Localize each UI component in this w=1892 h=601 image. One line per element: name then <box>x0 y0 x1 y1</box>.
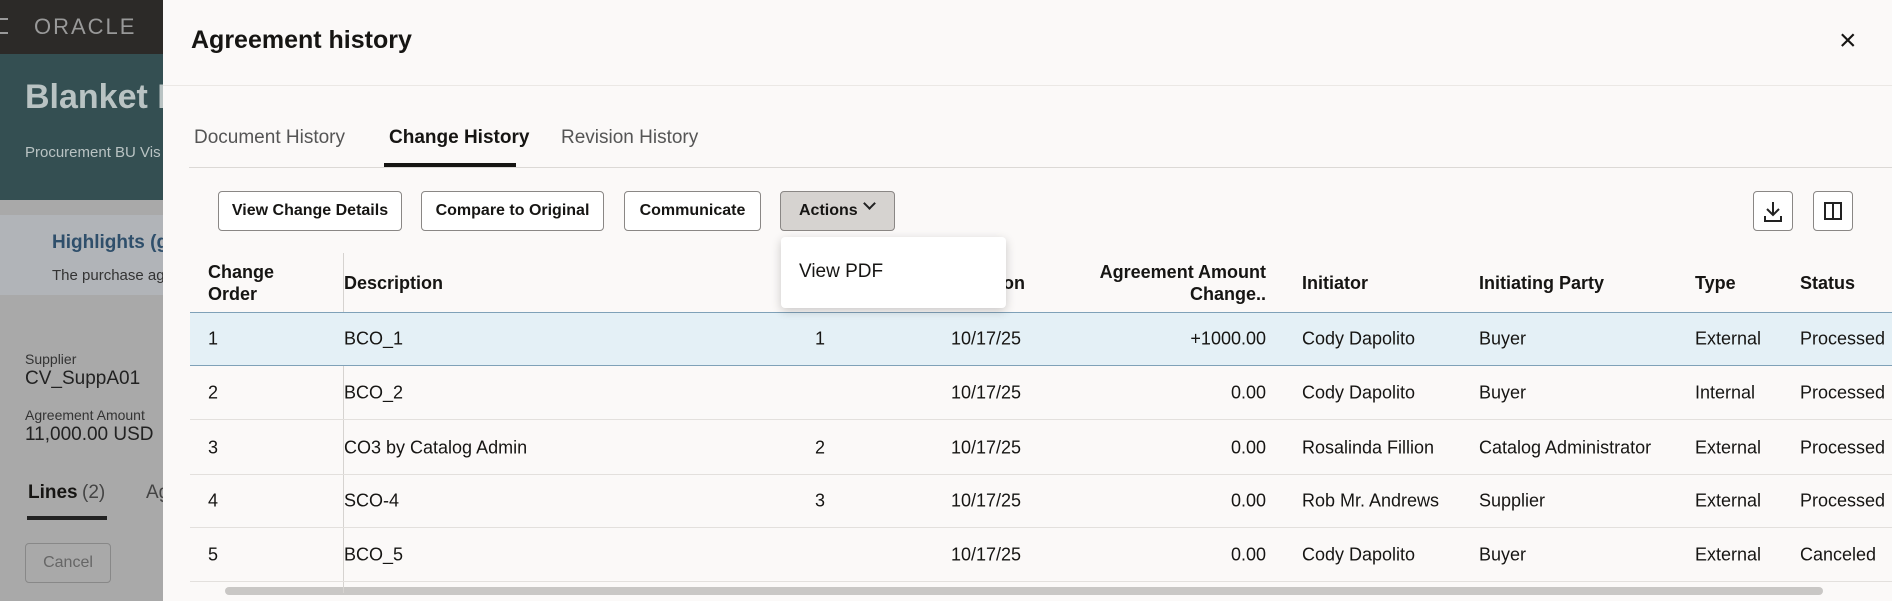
banner <box>0 54 163 200</box>
button[interactable]: View Change Details <box>218 191 402 231</box>
tab-divider <box>189 167 1892 168</box>
highlights <box>0 215 163 295</box>
cell: 10/17/25 <box>951 544 1022 565</box>
business-unit: Procurement BU Vis <box>25 144 161 161</box>
row[interactable] <box>190 421 1892 475</box>
close-button[interactable]: × <box>1839 24 1857 57</box>
cell: 10/17/25 <box>951 437 1022 458</box>
menu-icon <box>0 18 8 34</box>
row[interactable] <box>190 366 1892 420</box>
cell: BCO_5 <box>344 544 404 565</box>
selected-row[interactable] <box>190 312 1892 366</box>
download-icon <box>1764 202 1782 222</box>
column-header: Initiating Party <box>1479 273 1605 293</box>
cell: +1000.00 <box>1190 328 1266 349</box>
scrollbar <box>225 587 1823 595</box>
cell: 10/17/25 <box>951 490 1022 511</box>
cell: External <box>1695 437 1762 458</box>
cell: 0.00 <box>1230 382 1266 403</box>
column-header: Description <box>344 273 444 293</box>
cell: Buyer <box>1479 328 1527 349</box>
columns-button[interactable] <box>1813 191 1853 231</box>
tab-underline <box>27 516 107 520</box>
table-header-bg <box>190 253 1892 313</box>
cell: 0.00 <box>1230 544 1266 565</box>
highlights-text: The purchase ag <box>52 267 163 284</box>
cell: Rosalinda Fillion <box>1302 437 1435 458</box>
next-tab: Ag <box>146 482 163 503</box>
column-header: Agreement Amount Change.. <box>1099 262 1266 304</box>
row[interactable] <box>190 474 1892 528</box>
cell: 10/17/25 <box>951 382 1022 403</box>
cell: Canceled <box>1800 544 1877 565</box>
row[interactable] <box>190 528 1892 582</box>
cell: 3 <box>208 437 219 458</box>
highlights-title: Highlights (g <box>52 232 163 253</box>
dialog: Agreement history × Document History Chan… <box>163 0 1892 601</box>
cell: CO3 by Catalog Admin <box>344 437 528 458</box>
button[interactable]: Compare to Original <box>421 191 604 231</box>
cell: External <box>1695 328 1762 349</box>
supplier-label: Supplier <box>25 351 77 367</box>
cell: External <box>1695 490 1762 511</box>
cell: Cody Dapolito <box>1302 382 1416 403</box>
cell: 3 <box>814 490 825 511</box>
cell: 5 <box>208 544 219 565</box>
amount-value: 11,000.00 USD <box>25 424 154 445</box>
dropdown-menu <box>781 237 1006 308</box>
menu-item[interactable]: View PDF <box>799 261 884 282</box>
download-button[interactable] <box>1753 191 1793 231</box>
cell: Supplier <box>1479 490 1546 511</box>
amount-label: Agreement Amount <box>25 407 145 423</box>
chevron <box>863 197 876 210</box>
dialog-title: Agreement history <box>191 26 412 54</box>
cell: Cody Dapolito <box>1302 544 1416 565</box>
cell: 1 <box>814 328 825 349</box>
columns-icon <box>1824 202 1842 220</box>
cell: Processed <box>1800 437 1886 458</box>
tab[interactable]: Change History <box>389 127 530 148</box>
tab[interactable]: Document History <box>194 127 345 148</box>
background-page: ORACLE Blanket P Procurement BU Vis High… <box>0 0 163 601</box>
cell: BCO_2 <box>344 382 404 403</box>
column-divider <box>343 253 344 593</box>
cell: 0.00 <box>1230 490 1266 511</box>
supplier-value: CV_SuppA01 <box>25 368 141 389</box>
cell: 2 <box>814 437 825 458</box>
cell: Internal <box>1695 382 1756 403</box>
cancel-button: Cancel <box>25 543 111 583</box>
cell: Processed <box>1800 490 1886 511</box>
cell: Rob Mr. Andrews <box>1302 490 1440 511</box>
cell: Processed <box>1800 328 1886 349</box>
cell: External <box>1695 544 1762 565</box>
cell: 10/17/25 <box>951 328 1022 349</box>
page-title: Blanket P <box>25 78 163 116</box>
column-header: Status <box>1800 273 1856 293</box>
tab[interactable]: Revision History <box>561 127 699 148</box>
cell: 0.00 <box>1230 437 1266 458</box>
cell: Processed <box>1800 382 1886 403</box>
column-header: Initiator <box>1302 273 1368 293</box>
lines-tab: Lines <box>28 482 78 503</box>
cell: Catalog Administrator <box>1479 437 1652 458</box>
button[interactable]: Communicate <box>624 191 761 231</box>
lines-count: (2) <box>82 482 106 503</box>
cell: BCO_1 <box>344 328 404 349</box>
cell: 2 <box>208 382 219 403</box>
cell: Cody Dapolito <box>1302 328 1416 349</box>
cell: 4 <box>208 490 219 511</box>
column-header: Change Order <box>208 262 275 304</box>
brand: ORACLE <box>34 14 137 39</box>
column-header: on <box>1003 273 1025 293</box>
active-tab-underline <box>384 163 516 167</box>
cell: 1 <box>208 328 219 349</box>
button[interactable]: Actions <box>780 191 895 231</box>
header-divider <box>163 85 1892 86</box>
top-bar <box>0 0 163 54</box>
column-header: Type <box>1695 273 1736 293</box>
cell: Buyer <box>1479 382 1527 403</box>
cell: Buyer <box>1479 544 1527 565</box>
cell: SCO-4 <box>344 490 400 511</box>
